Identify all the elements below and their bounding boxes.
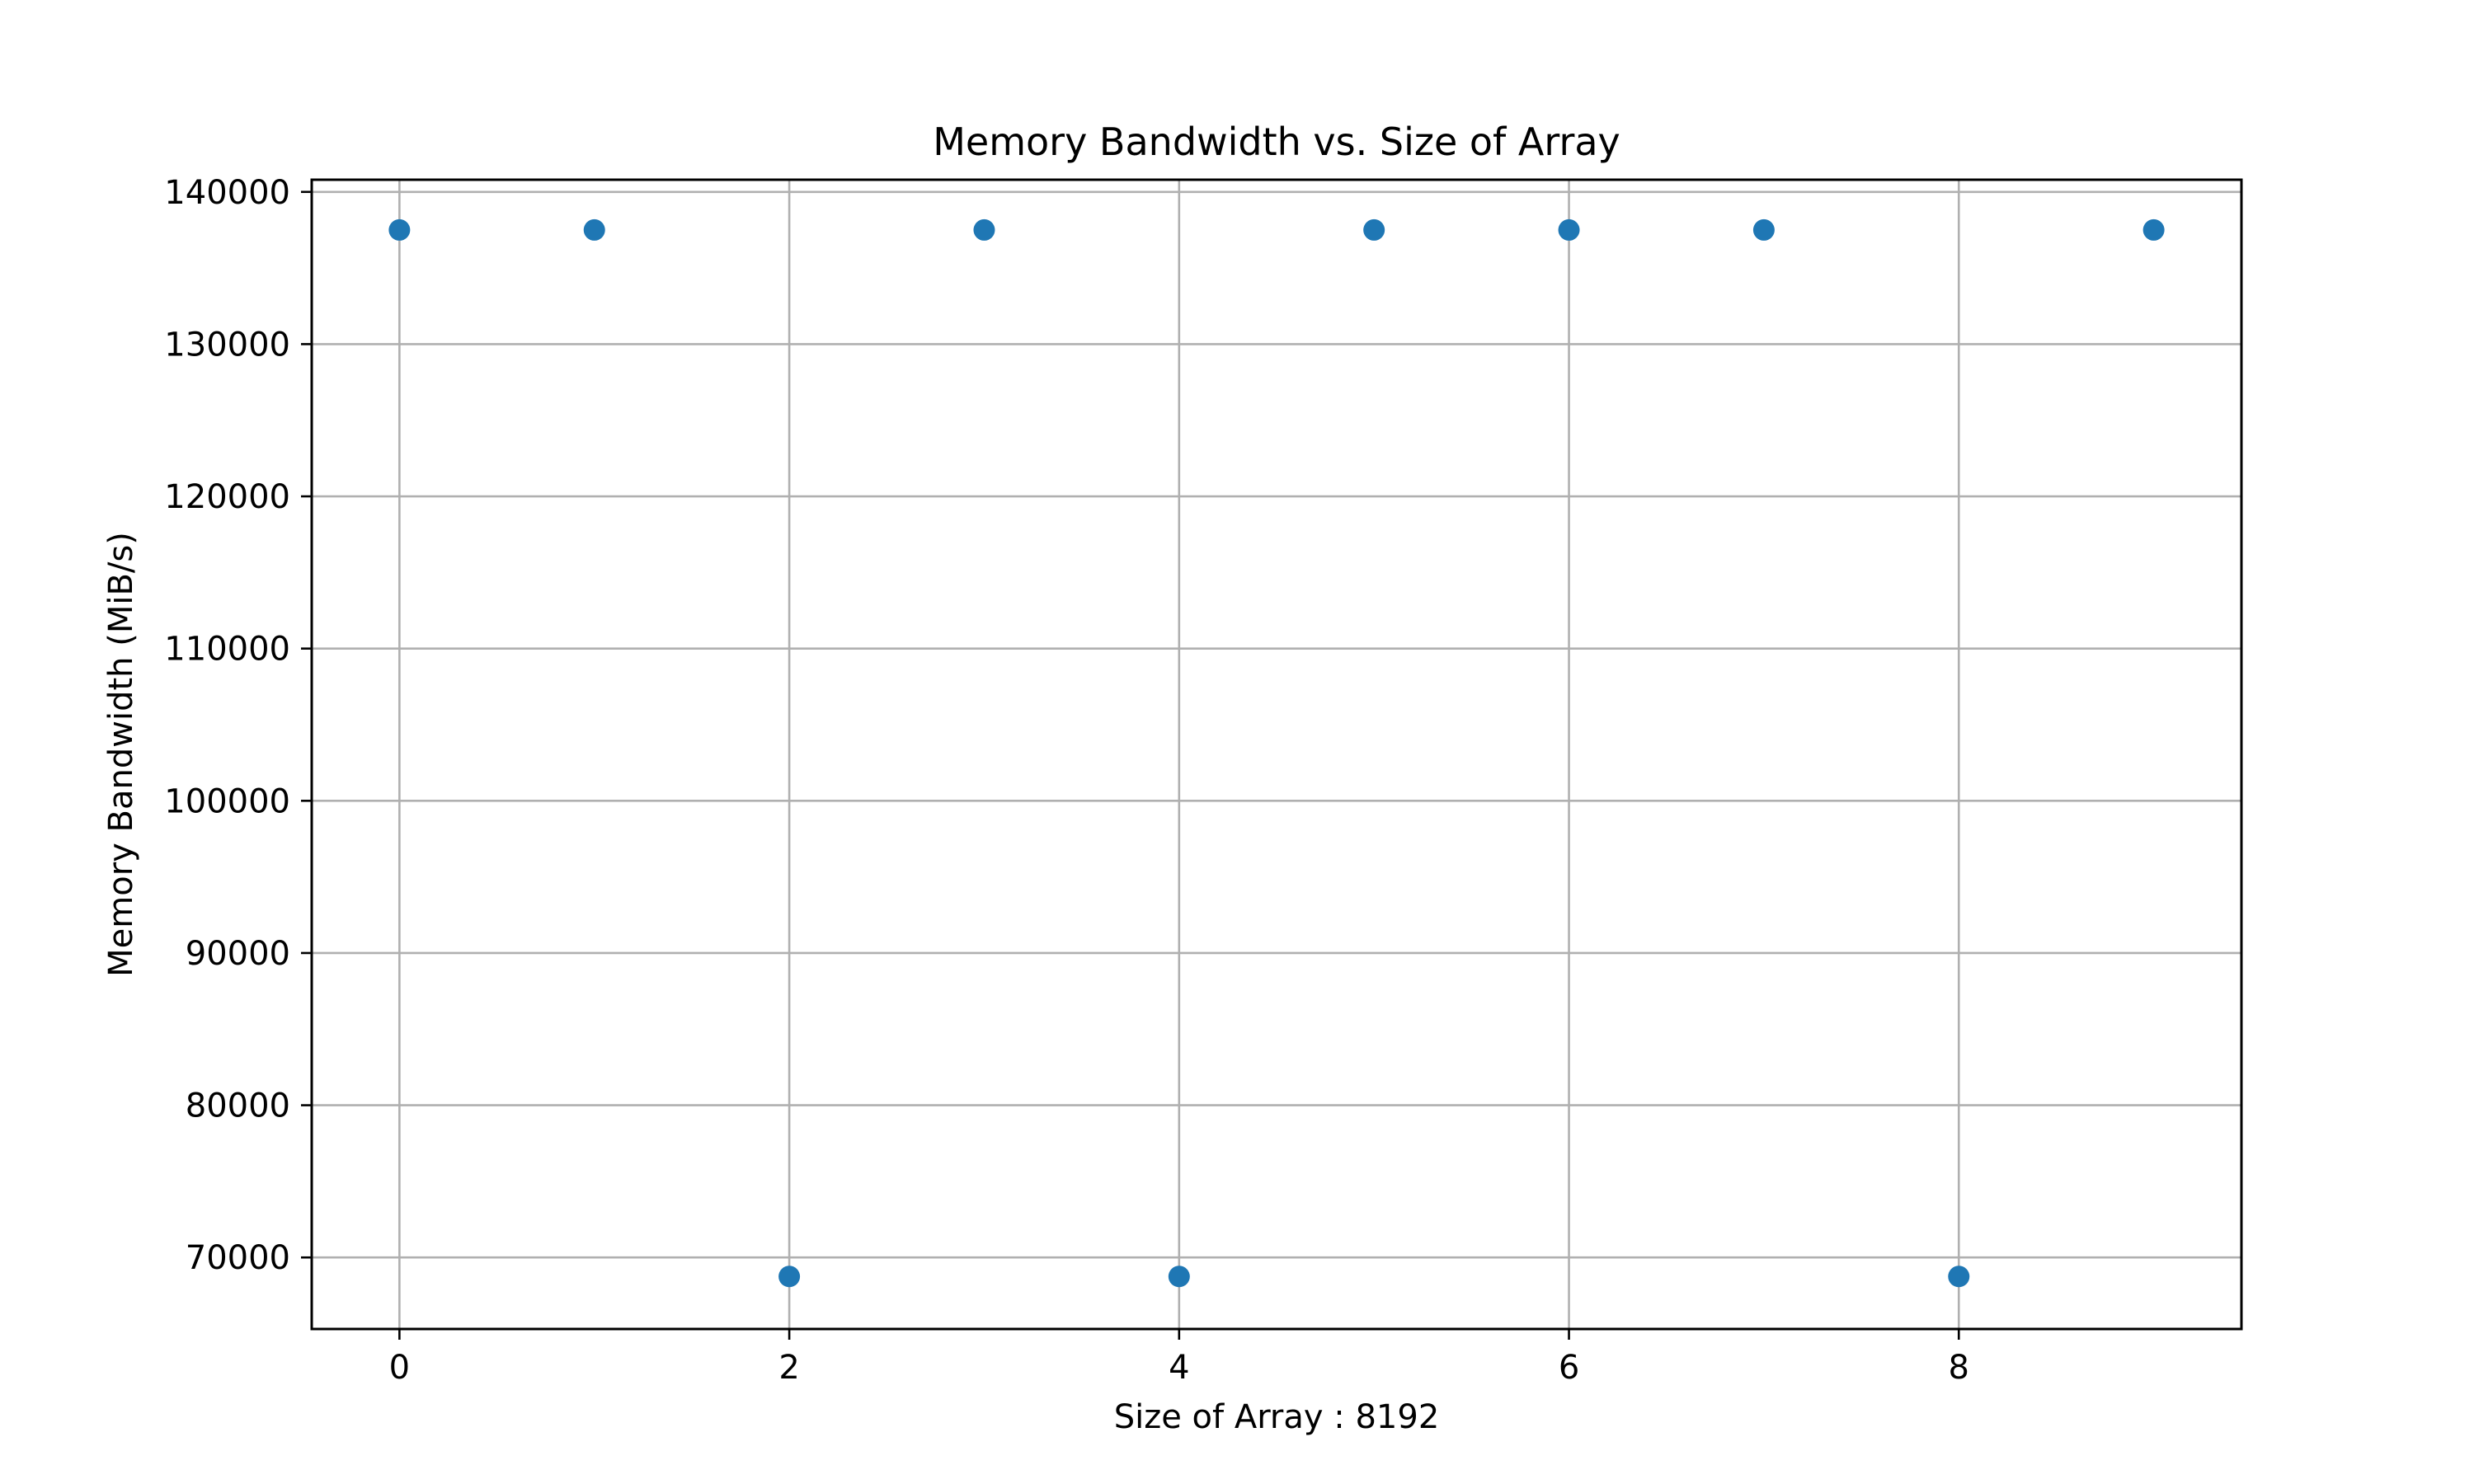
data-point <box>778 1266 801 1288</box>
data-point <box>1948 1266 1970 1288</box>
x-tick-label: 0 <box>389 1349 410 1387</box>
y-tick-label: 80000 <box>186 1087 290 1125</box>
x-axis-ticks: 0 2 4 6 8 <box>389 1329 1969 1387</box>
y-tick-label: 90000 <box>186 935 290 973</box>
data-point <box>388 218 411 241</box>
y-axis-label: Memory Bandwidth (MiB/s) <box>102 532 140 977</box>
x-tick-label: 2 <box>778 1349 799 1387</box>
y-tick-label: 120000 <box>164 478 290 516</box>
data-points <box>388 218 2165 1288</box>
data-point <box>1752 218 1775 241</box>
y-tick-label: 70000 <box>186 1239 290 1277</box>
data-point <box>2142 218 2165 241</box>
data-point <box>1558 218 1580 241</box>
y-tick-label: 140000 <box>164 174 290 212</box>
x-tick-label: 8 <box>1949 1349 1969 1387</box>
y-tick-label: 110000 <box>164 631 290 669</box>
plot-frame <box>310 178 2243 1331</box>
data-point <box>1168 1266 1190 1288</box>
x-tick-label: 4 <box>1169 1349 1189 1387</box>
x-axis-label: Size of Array : 8192 <box>1114 1398 1440 1436</box>
data-point <box>973 218 995 241</box>
y-axis-ticks: 70000 80000 90000 100000 110000 120000 130000 1… <box>164 174 312 1277</box>
data-point <box>583 218 605 241</box>
y-tick-label: 130000 <box>164 326 290 364</box>
chart-title: Memory Bandwidth vs. Size of Array <box>933 120 1620 164</box>
grid <box>312 180 2241 1329</box>
x-tick-label: 6 <box>1559 1349 1579 1387</box>
y-tick-label: 100000 <box>164 782 290 820</box>
data-point <box>1363 218 1385 241</box>
